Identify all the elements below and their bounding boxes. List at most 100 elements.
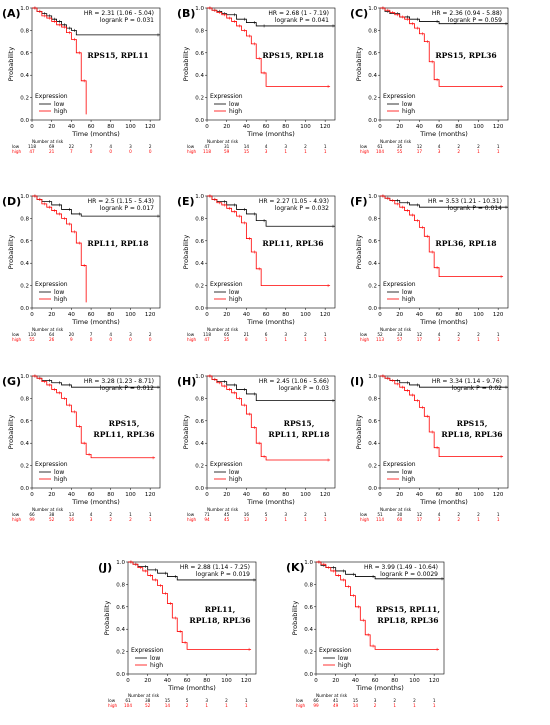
y-tick-label: 1.0 [116, 560, 125, 566]
y-tick-label: 0.6 [116, 605, 125, 611]
risk-value-low: 4 [438, 144, 441, 149]
panel-letter: (J) [98, 561, 112, 574]
x-tick-label: 20 [396, 492, 403, 498]
logrank-label: logrank P = 0.012 [100, 385, 154, 392]
risk-value-high: 2 [457, 149, 460, 154]
risk-value-low: 61 [125, 698, 131, 703]
risk-row-label-low: low [12, 512, 20, 517]
x-axis-title: Time (months) [355, 684, 404, 692]
x-tick-label: 20 [144, 678, 151, 684]
x-tick-label: 100 [300, 492, 311, 498]
risk-value-high: 21 [49, 149, 55, 154]
risk-value-high: 55 [397, 149, 403, 154]
km-curve-high [32, 375, 156, 459]
risk-value-high: 0 [149, 337, 152, 342]
gene-label: RPS15, RPL36 [435, 51, 496, 60]
risk-value-low: 2 [149, 332, 152, 337]
y-tick-label: 0.0 [195, 118, 204, 124]
legend-label-low: low [54, 469, 64, 476]
risk-value-high: 2 [265, 517, 268, 522]
plot-frame [379, 7, 509, 121]
x-tick-label: 120 [493, 124, 504, 130]
x-axis-title: Time (months) [71, 130, 120, 138]
km-panel: (D)0.00.20.40.60.81.00 20 40 60 80 100 120Prob… [2, 194, 161, 342]
risk-value-high: 26 [49, 337, 55, 342]
risk-value-low: 15 [165, 698, 171, 703]
hr-label: HR = 2.45 (1.06 - 5.66) [259, 378, 329, 385]
logrank-label: logrank P = 0.03 [279, 385, 329, 392]
risk-row-label-high: high [360, 517, 369, 522]
hr-label: HR = 3.53 (1.21 - 10.31) [428, 198, 502, 205]
x-tick-label: 100 [300, 124, 311, 130]
y-tick-label: 0.8 [304, 582, 313, 588]
y-axis-title: Probability [182, 47, 190, 82]
logrank-label: logrank P = 0.031 [100, 17, 154, 24]
gene-label: RPL36, RPL18 [435, 239, 496, 248]
risk-value-high: 3 [90, 517, 93, 522]
x-tick-label: 40 [243, 492, 250, 498]
risk-value-low: 2 [304, 512, 307, 517]
risk-title: Number at risk [207, 507, 239, 512]
logrank-label: logrank P = 0.019 [196, 571, 250, 578]
risk-value-high: 1 [324, 149, 327, 154]
y-tick-label: 0.4 [20, 441, 29, 447]
y-tick-label: 0.0 [195, 486, 204, 492]
y-tick-label: 0.8 [20, 216, 29, 222]
panel-letter: (I) [350, 375, 364, 388]
hr-label: HR = 2.5 (1.15 - 5.43) [88, 198, 154, 205]
x-tick-label: 60 [372, 678, 379, 684]
km-curve-high [32, 195, 87, 303]
legend-label-high: high [402, 108, 415, 115]
km-curve-high [207, 195, 331, 286]
y-tick-label: 1.0 [368, 194, 377, 200]
risk-value-low: 3 [284, 144, 287, 149]
logrank-label: logrank P = 0.02 [452, 385, 502, 392]
x-tick-label: 20 [396, 124, 403, 130]
risk-value-low: 13 [69, 512, 75, 517]
legend-title: Expression [35, 461, 68, 468]
legend-label-low: low [402, 289, 412, 296]
y-tick-label: 0.6 [195, 419, 204, 425]
y-tick-label: 0.6 [368, 239, 377, 245]
risk-row-label-low: low [187, 512, 195, 517]
x-tick-label: 120 [493, 492, 504, 498]
km-curve-high [380, 195, 504, 278]
gene-label: RPL11, [205, 605, 236, 614]
risk-value-high: 55 [29, 337, 35, 342]
y-axis-title: Probability [182, 415, 190, 450]
y-axis-title: Probability [7, 47, 15, 82]
logrank-label: logrank P = 0.032 [275, 205, 329, 212]
x-axis-title: Time (months) [419, 318, 468, 326]
x-tick-label: 0 [205, 124, 209, 130]
y-axis-title: Probability [355, 47, 363, 82]
legend-label-low: low [229, 469, 239, 476]
legend-label-high: high [54, 476, 67, 483]
risk-value-low: 38 [49, 512, 55, 517]
panel-letter: (F) [350, 195, 368, 208]
y-tick-label: 0.6 [368, 51, 377, 57]
y-tick-label: 0.8 [368, 28, 377, 34]
x-tick-label: 60 [436, 492, 443, 498]
legend-label-high: high [229, 108, 242, 115]
plot-frame [31, 7, 161, 121]
risk-row-label-low: low [187, 144, 195, 149]
risk-value-low: 2 [304, 144, 307, 149]
risk-row-label-low: low [187, 332, 195, 337]
risk-value-high: 57 [397, 337, 403, 342]
x-axis-title: Time (months) [246, 130, 295, 138]
legend-title: Expression [210, 281, 243, 288]
risk-value-low: 20 [69, 332, 75, 337]
hr-label: HR = 2.88 (1.14 - 7.25) [180, 564, 250, 571]
risk-value-high: 17 [417, 517, 423, 522]
risk-value-low: 3 [284, 512, 287, 517]
x-tick-label: 120 [320, 492, 331, 498]
km-panel: (H) 0.0 0.2 0.4 0.6 0.8 1.0 0 20 40 60 80 100 120 Prob… [177, 374, 336, 522]
km-panel: (B) 0.0 0.2 0.4 0.6 0.8 1.0 0 20 40 60 80 100 120 Prob… [177, 6, 336, 154]
legend-title: Expression [383, 93, 416, 100]
risk-row-label-high: high [187, 149, 196, 154]
x-tick-label: 0 [378, 492, 382, 498]
x-tick-label: 40 [68, 124, 75, 130]
risk-value-low: 2 [457, 332, 460, 337]
y-tick-label: 0.2 [20, 96, 29, 102]
y-tick-label: 0.0 [20, 306, 29, 312]
